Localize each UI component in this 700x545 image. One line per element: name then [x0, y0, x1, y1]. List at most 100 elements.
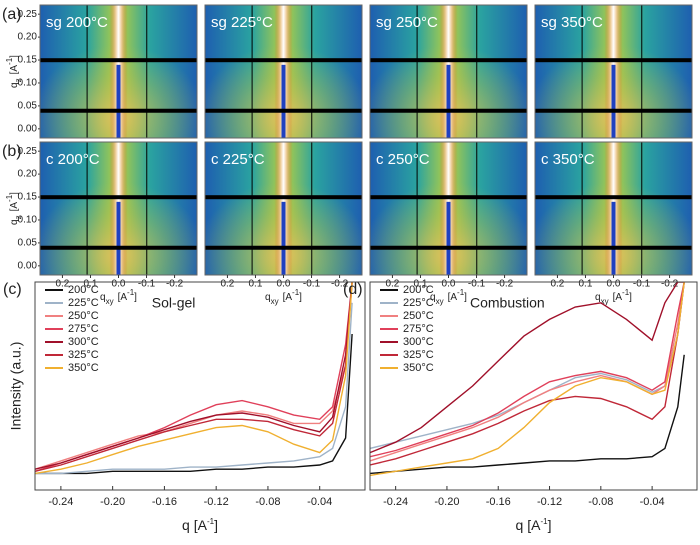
- x-tick-label: -0.04: [307, 496, 332, 508]
- x-tick-label: -0.20: [100, 496, 125, 508]
- label-main: q: [9, 82, 20, 88]
- label-main: q: [595, 292, 601, 303]
- data-line: [35, 282, 353, 472]
- label-close: ]: [299, 292, 302, 303]
- plot-frame: [369, 281, 698, 491]
- label-sup: -1: [457, 288, 465, 297]
- label-close: ]: [464, 292, 467, 303]
- x-tick-label: 0.1: [249, 279, 263, 290]
- x-tick-label: -0.12: [204, 496, 229, 508]
- axis-label: qz [A-1]: [5, 192, 23, 225]
- axis-label: qxy [A-1]: [430, 288, 467, 306]
- x-tick-label: -0.08: [255, 496, 280, 508]
- legend-label: 300°C: [68, 336, 99, 348]
- detector-gap: [370, 195, 527, 200]
- legend-label: 350°C: [68, 362, 99, 374]
- detector-gap: [535, 58, 692, 63]
- x-tick-label: -0.24: [383, 496, 408, 508]
- y-tick-label: 0.10: [18, 215, 38, 226]
- image-label: sg 350°C: [541, 14, 603, 31]
- label-close: ]: [214, 517, 218, 533]
- x-tick-label: -0.04: [640, 496, 665, 508]
- detector-gap: [40, 58, 197, 63]
- label-unit: [A: [118, 292, 128, 303]
- panel-label: (c): [3, 281, 22, 298]
- panel-label: (a): [2, 6, 22, 23]
- x-tick-label: -0.2: [661, 279, 679, 290]
- x-tick-label: -0.12: [537, 496, 562, 508]
- y-tick-label: 0.15: [18, 55, 38, 66]
- detector-gap: [535, 195, 692, 200]
- label-close: ]: [9, 192, 20, 195]
- legend-label: 200°C: [68, 284, 99, 296]
- chart-title: Combustion: [470, 295, 545, 311]
- data-line: [35, 282, 353, 470]
- label-sup: -1: [622, 288, 630, 297]
- label-close: ]: [9, 55, 20, 58]
- label-sub: z: [14, 78, 23, 82]
- x-tick-label: 0.2: [55, 279, 69, 290]
- label-main: q: [100, 292, 106, 303]
- label-sup: -1: [541, 517, 549, 526]
- legend-label: 300°C: [403, 336, 434, 348]
- detector-gap: [205, 245, 362, 250]
- beamstop: [611, 201, 616, 275]
- label-sup: -1: [292, 288, 300, 297]
- x-tick-label: 0.1: [84, 279, 98, 290]
- x-tick-label: -0.20: [434, 496, 459, 508]
- x-tick-label: 0.0: [607, 279, 621, 290]
- data-line: [35, 333, 353, 475]
- x-tick-label: -0.2: [166, 279, 184, 290]
- beamstop: [611, 64, 616, 138]
- data-line: [370, 282, 685, 454]
- detector-gap: [40, 245, 197, 250]
- x-tick-label: 0.2: [385, 279, 399, 290]
- label-main: q: [265, 292, 271, 303]
- image-frame: [369, 4, 528, 139]
- label-main: q: [515, 517, 523, 533]
- y-tick-label: 0.15: [18, 192, 38, 203]
- image-frame: [534, 4, 693, 139]
- x-tick-label: -0.16: [152, 496, 177, 508]
- legend-label: 275°C: [403, 323, 434, 335]
- data-line: [370, 354, 685, 475]
- y-tick-label: 0.25: [18, 146, 38, 157]
- image-label: c 250°C: [376, 151, 430, 168]
- x-tick-label: -0.1: [468, 279, 486, 290]
- data-line: [370, 282, 685, 477]
- x-tick-label: 0.2: [220, 279, 234, 290]
- legend-label: 225°C: [403, 297, 434, 309]
- y-tick-label: 0.00: [18, 123, 38, 134]
- x-tick-label: 0.1: [414, 279, 428, 290]
- detector-gap: [535, 245, 692, 250]
- beamstop: [446, 201, 451, 275]
- axis-label: qxy [A-1]: [265, 288, 302, 306]
- detector-gap: [40, 195, 197, 200]
- x-tick-label: -0.24: [48, 496, 73, 508]
- label-close: ]: [629, 292, 632, 303]
- image-label: sg 225°C: [211, 14, 273, 31]
- beamstop: [446, 64, 451, 138]
- legend-label: 350°C: [403, 362, 434, 374]
- panel-label: (d): [343, 281, 363, 298]
- beamstop: [281, 201, 286, 275]
- label-unit: [A: [194, 517, 208, 533]
- x-tick-label: 0.2: [550, 279, 564, 290]
- y-tick-label: 0.20: [18, 169, 38, 180]
- y-axis-label: Intensity (a.u.): [8, 342, 24, 431]
- label-main: q: [9, 219, 20, 225]
- label-close: ]: [134, 292, 137, 303]
- axis-label: qxy [A-1]: [100, 288, 137, 306]
- legend-label: 200°C: [403, 284, 434, 296]
- label-unit: [A: [283, 292, 293, 303]
- detector-gap: [40, 108, 197, 113]
- label-sub: z: [14, 215, 23, 219]
- detector-gap: [370, 58, 527, 63]
- label-sup: -1: [5, 57, 14, 65]
- legend-label: 250°C: [403, 310, 434, 322]
- y-tick-label: 0.05: [18, 101, 38, 112]
- x-tick-label: -0.2: [496, 279, 514, 290]
- label-unit: [A: [448, 292, 458, 303]
- beamstop: [281, 64, 286, 138]
- image-label: sg 200°C: [46, 14, 108, 31]
